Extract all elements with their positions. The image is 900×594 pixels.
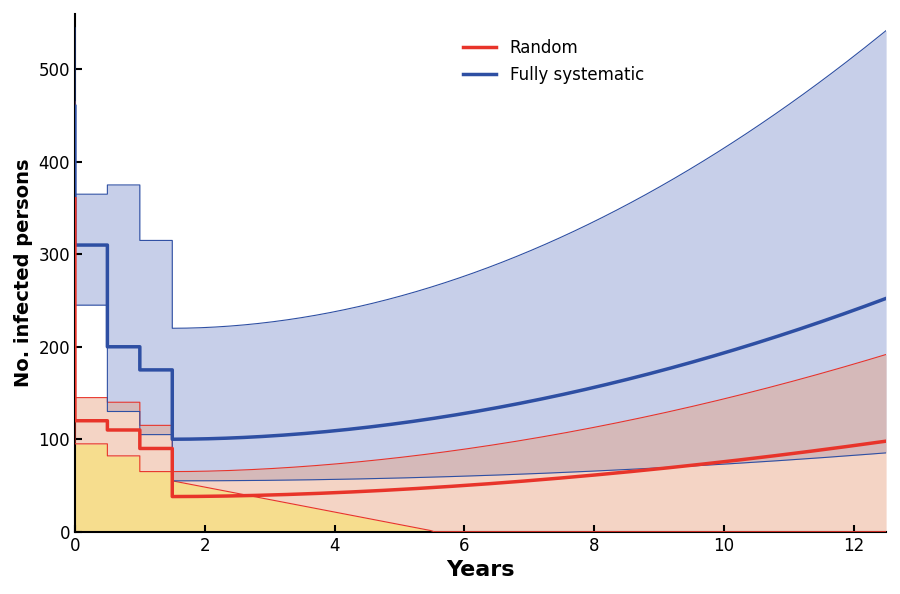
X-axis label: Years: Years: [446, 560, 515, 580]
Y-axis label: No. infected persons: No. infected persons: [14, 159, 33, 387]
Legend: Random, Fully systematic: Random, Fully systematic: [456, 33, 651, 90]
